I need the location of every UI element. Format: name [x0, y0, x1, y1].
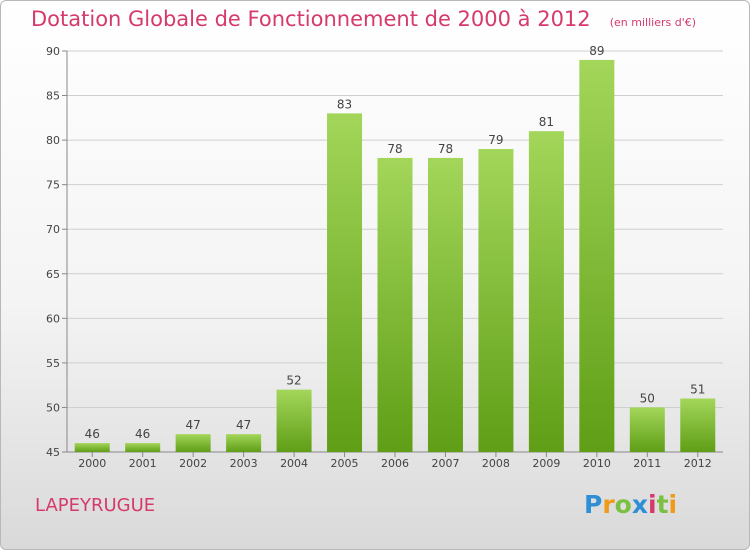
logo-letter: r: [602, 490, 615, 519]
y-tick-label: 60: [46, 312, 60, 325]
x-tick-label: 2009: [532, 457, 560, 470]
bar-value-label: 78: [387, 142, 402, 156]
x-tick-label: 2011: [633, 457, 661, 470]
x-tick-label: 2002: [179, 457, 207, 470]
bar-value-label: 47: [236, 418, 251, 432]
logo-letter: i: [648, 490, 657, 519]
logo-letter: o: [614, 490, 632, 519]
value-labels: 46 46 47 47 52 83 78 78 79 81 89 50 51: [85, 44, 706, 441]
y-tick-label: 80: [46, 134, 60, 147]
chart-title-text: Dotation Globale de Fonctionnement de 20…: [31, 7, 591, 31]
bar: [680, 398, 716, 452]
bar: [377, 157, 413, 452]
logo-letter: i: [668, 490, 678, 519]
y-tick-label: 45: [46, 446, 60, 459]
chart-title: Dotation Globale de Fonctionnement de 20…: [31, 7, 696, 31]
y-tick-label: 75: [46, 179, 60, 192]
bar: [478, 149, 514, 452]
x-tick-label: 2010: [583, 457, 611, 470]
x-tick-label: 2012: [684, 457, 712, 470]
bar: [327, 113, 363, 452]
bar: [175, 434, 211, 452]
y-tick-labels: 45 50 55 60 65 70 75 80 85 90: [46, 45, 60, 459]
bar: [579, 59, 615, 453]
bar: [125, 443, 161, 452]
logo-letter: t: [656, 490, 669, 519]
proxiti-logo: Proxiti: [584, 490, 677, 519]
bar-value-label: 50: [640, 391, 655, 405]
y-tick-label: 65: [46, 268, 60, 281]
x-tick-label: 2008: [482, 457, 510, 470]
x-tick-label: 2006: [381, 457, 409, 470]
place-name: LAPEYRUGUE: [35, 495, 156, 516]
logo-letter: x: [631, 490, 648, 519]
x-tick-label: 2007: [431, 457, 459, 470]
bars: [74, 59, 716, 453]
x-tick-label: 2004: [280, 457, 308, 470]
bar: [528, 131, 564, 452]
y-tick-label: 70: [46, 223, 60, 236]
bar-value-label: 89: [589, 44, 604, 58]
bar-value-label: 51: [690, 383, 705, 397]
bar: [74, 443, 110, 452]
x-tick-labels: 2000 2001 2002 2003 2004 2005 2006 2007 2008 2009…: [78, 457, 712, 470]
bar: [629, 407, 665, 452]
y-tick-label: 50: [46, 401, 60, 414]
x-tick-label: 2001: [129, 457, 157, 470]
logo-letter: P: [584, 490, 603, 519]
bar-value-label: 46: [85, 427, 100, 441]
bar-value-label: 78: [438, 142, 453, 156]
bar-value-label: 81: [539, 115, 554, 129]
y-tick-label: 90: [46, 45, 60, 58]
y-tick-label: 85: [46, 90, 60, 103]
y-tick-label: 55: [46, 357, 60, 370]
bar-value-label: 83: [337, 97, 352, 111]
bar-value-label: 79: [488, 133, 503, 147]
bar-value-label: 52: [286, 374, 301, 388]
x-tick-label: 2005: [331, 457, 359, 470]
x-tick-label: 2000: [78, 457, 106, 470]
bar-value-label: 47: [186, 418, 201, 432]
bar: [226, 434, 262, 452]
bar-value-label: 46: [135, 427, 150, 441]
x-tick-label: 2003: [230, 457, 258, 470]
bar: [427, 157, 463, 452]
bar: [276, 389, 312, 452]
chart-unit-label: (en milliers d'€): [609, 16, 697, 29]
